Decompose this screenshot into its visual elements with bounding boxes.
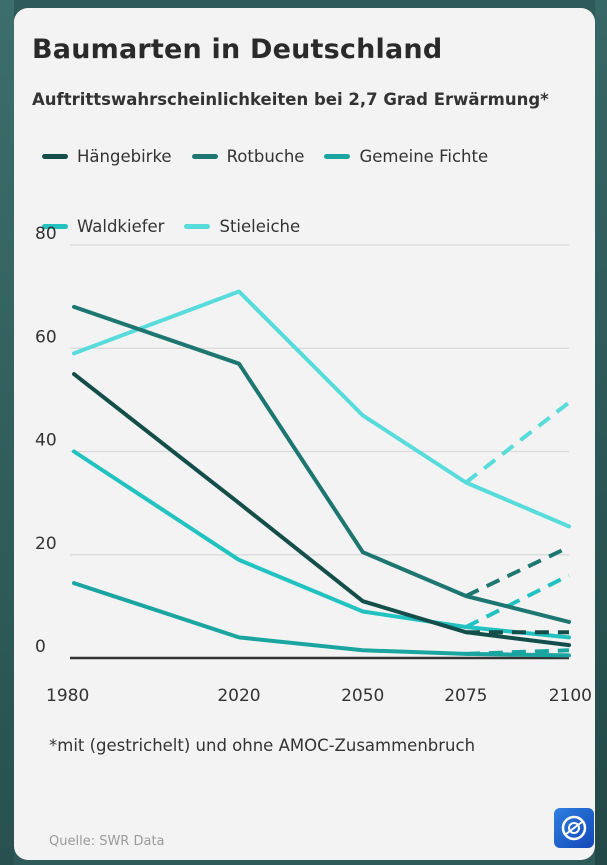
legend-item: Gemeine Fichte bbox=[324, 146, 488, 166]
legend-item: Stieleiche bbox=[184, 216, 300, 236]
series-dashed-line-Stieleiche bbox=[464, 400, 571, 485]
chart-legend: Hängebirke Rotbuche Gemeine Fichte Waldkief… bbox=[42, 146, 582, 236]
y-tick-label: 60 bbox=[35, 327, 57, 347]
chart-footnote: *mit (gestrichelt) und ohne AMOC-Zusamme… bbox=[49, 736, 476, 755]
series-line-Rotbuche bbox=[72, 304, 571, 624]
background-right-edge bbox=[595, 0, 607, 865]
chart-subtitle: Auftrittswahrscheinlichkeiten bei 2,7 Gr… bbox=[32, 90, 549, 109]
legend-swatch bbox=[184, 223, 211, 229]
legend-item: Rotbuche bbox=[191, 146, 305, 166]
legend-swatch bbox=[191, 153, 218, 159]
legend-label: Waldkiefer bbox=[77, 216, 165, 236]
x-tick-label: 2100 bbox=[549, 686, 592, 706]
x-tick-label: 2050 bbox=[341, 686, 384, 706]
x-tick-label: 2075 bbox=[444, 686, 487, 706]
series-line-Stieleiche bbox=[72, 289, 571, 529]
y-tick-label: 80 bbox=[35, 224, 57, 244]
legend-swatch bbox=[324, 153, 351, 159]
legend-label: Gemeine Fichte bbox=[359, 146, 489, 166]
legend-label: Hängebirke bbox=[77, 146, 172, 166]
x-tick-label: 2020 bbox=[217, 686, 260, 706]
chart-title: Baumarten in Deutschland bbox=[32, 34, 443, 65]
series-dashed-line-Gemeine Fichte bbox=[465, 648, 570, 656]
legend-swatch bbox=[42, 223, 68, 229]
y-tick-label: 40 bbox=[35, 431, 57, 451]
series-dashed-line-Rotbuche bbox=[465, 545, 570, 598]
y-tick-label: 20 bbox=[35, 534, 57, 554]
chart-card: Baumarten in Deutschland Auftrittswahrsc… bbox=[14, 8, 595, 860]
series-line-Hängebirke bbox=[72, 372, 571, 648]
series-dashed-line-Waldkiefer bbox=[465, 573, 570, 629]
legend-item: Waldkiefer bbox=[42, 216, 164, 236]
legend-label: Rotbuche bbox=[226, 146, 305, 166]
ard-one-logo-icon bbox=[554, 808, 594, 848]
legend-item: Hängebirke bbox=[42, 146, 172, 166]
y-tick-label: 0 bbox=[35, 637, 46, 657]
legend-swatch bbox=[42, 153, 68, 159]
chart-source: Quelle: SWR Data bbox=[49, 834, 165, 849]
background-left-edge bbox=[0, 0, 14, 865]
legend-label: Stieleiche bbox=[219, 216, 301, 236]
x-tick-label: 1980 bbox=[46, 686, 89, 706]
logo-mark-icon bbox=[561, 815, 587, 841]
